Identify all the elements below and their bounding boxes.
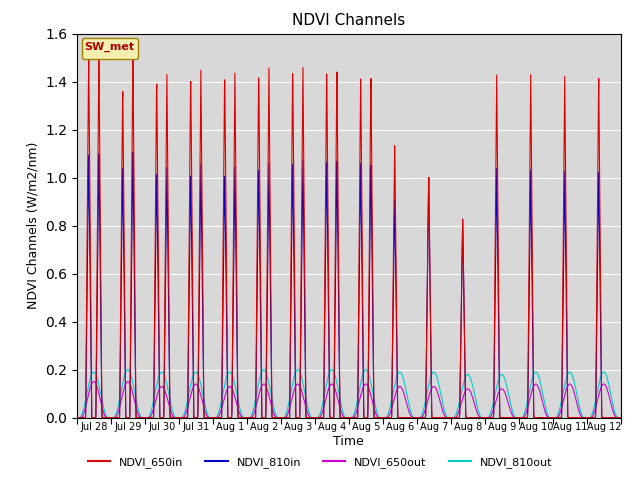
Legend: NDVI_650in, NDVI_810in, NDVI_650out, NDVI_810out: NDVI_650in, NDVI_810in, NDVI_650out, NDV… — [83, 452, 557, 472]
Y-axis label: NDVI Channels (W/m2/nm): NDVI Channels (W/m2/nm) — [26, 142, 40, 309]
X-axis label: Time: Time — [333, 435, 364, 448]
Title: NDVI Channels: NDVI Channels — [292, 13, 405, 28]
Legend:  — [82, 38, 138, 60]
